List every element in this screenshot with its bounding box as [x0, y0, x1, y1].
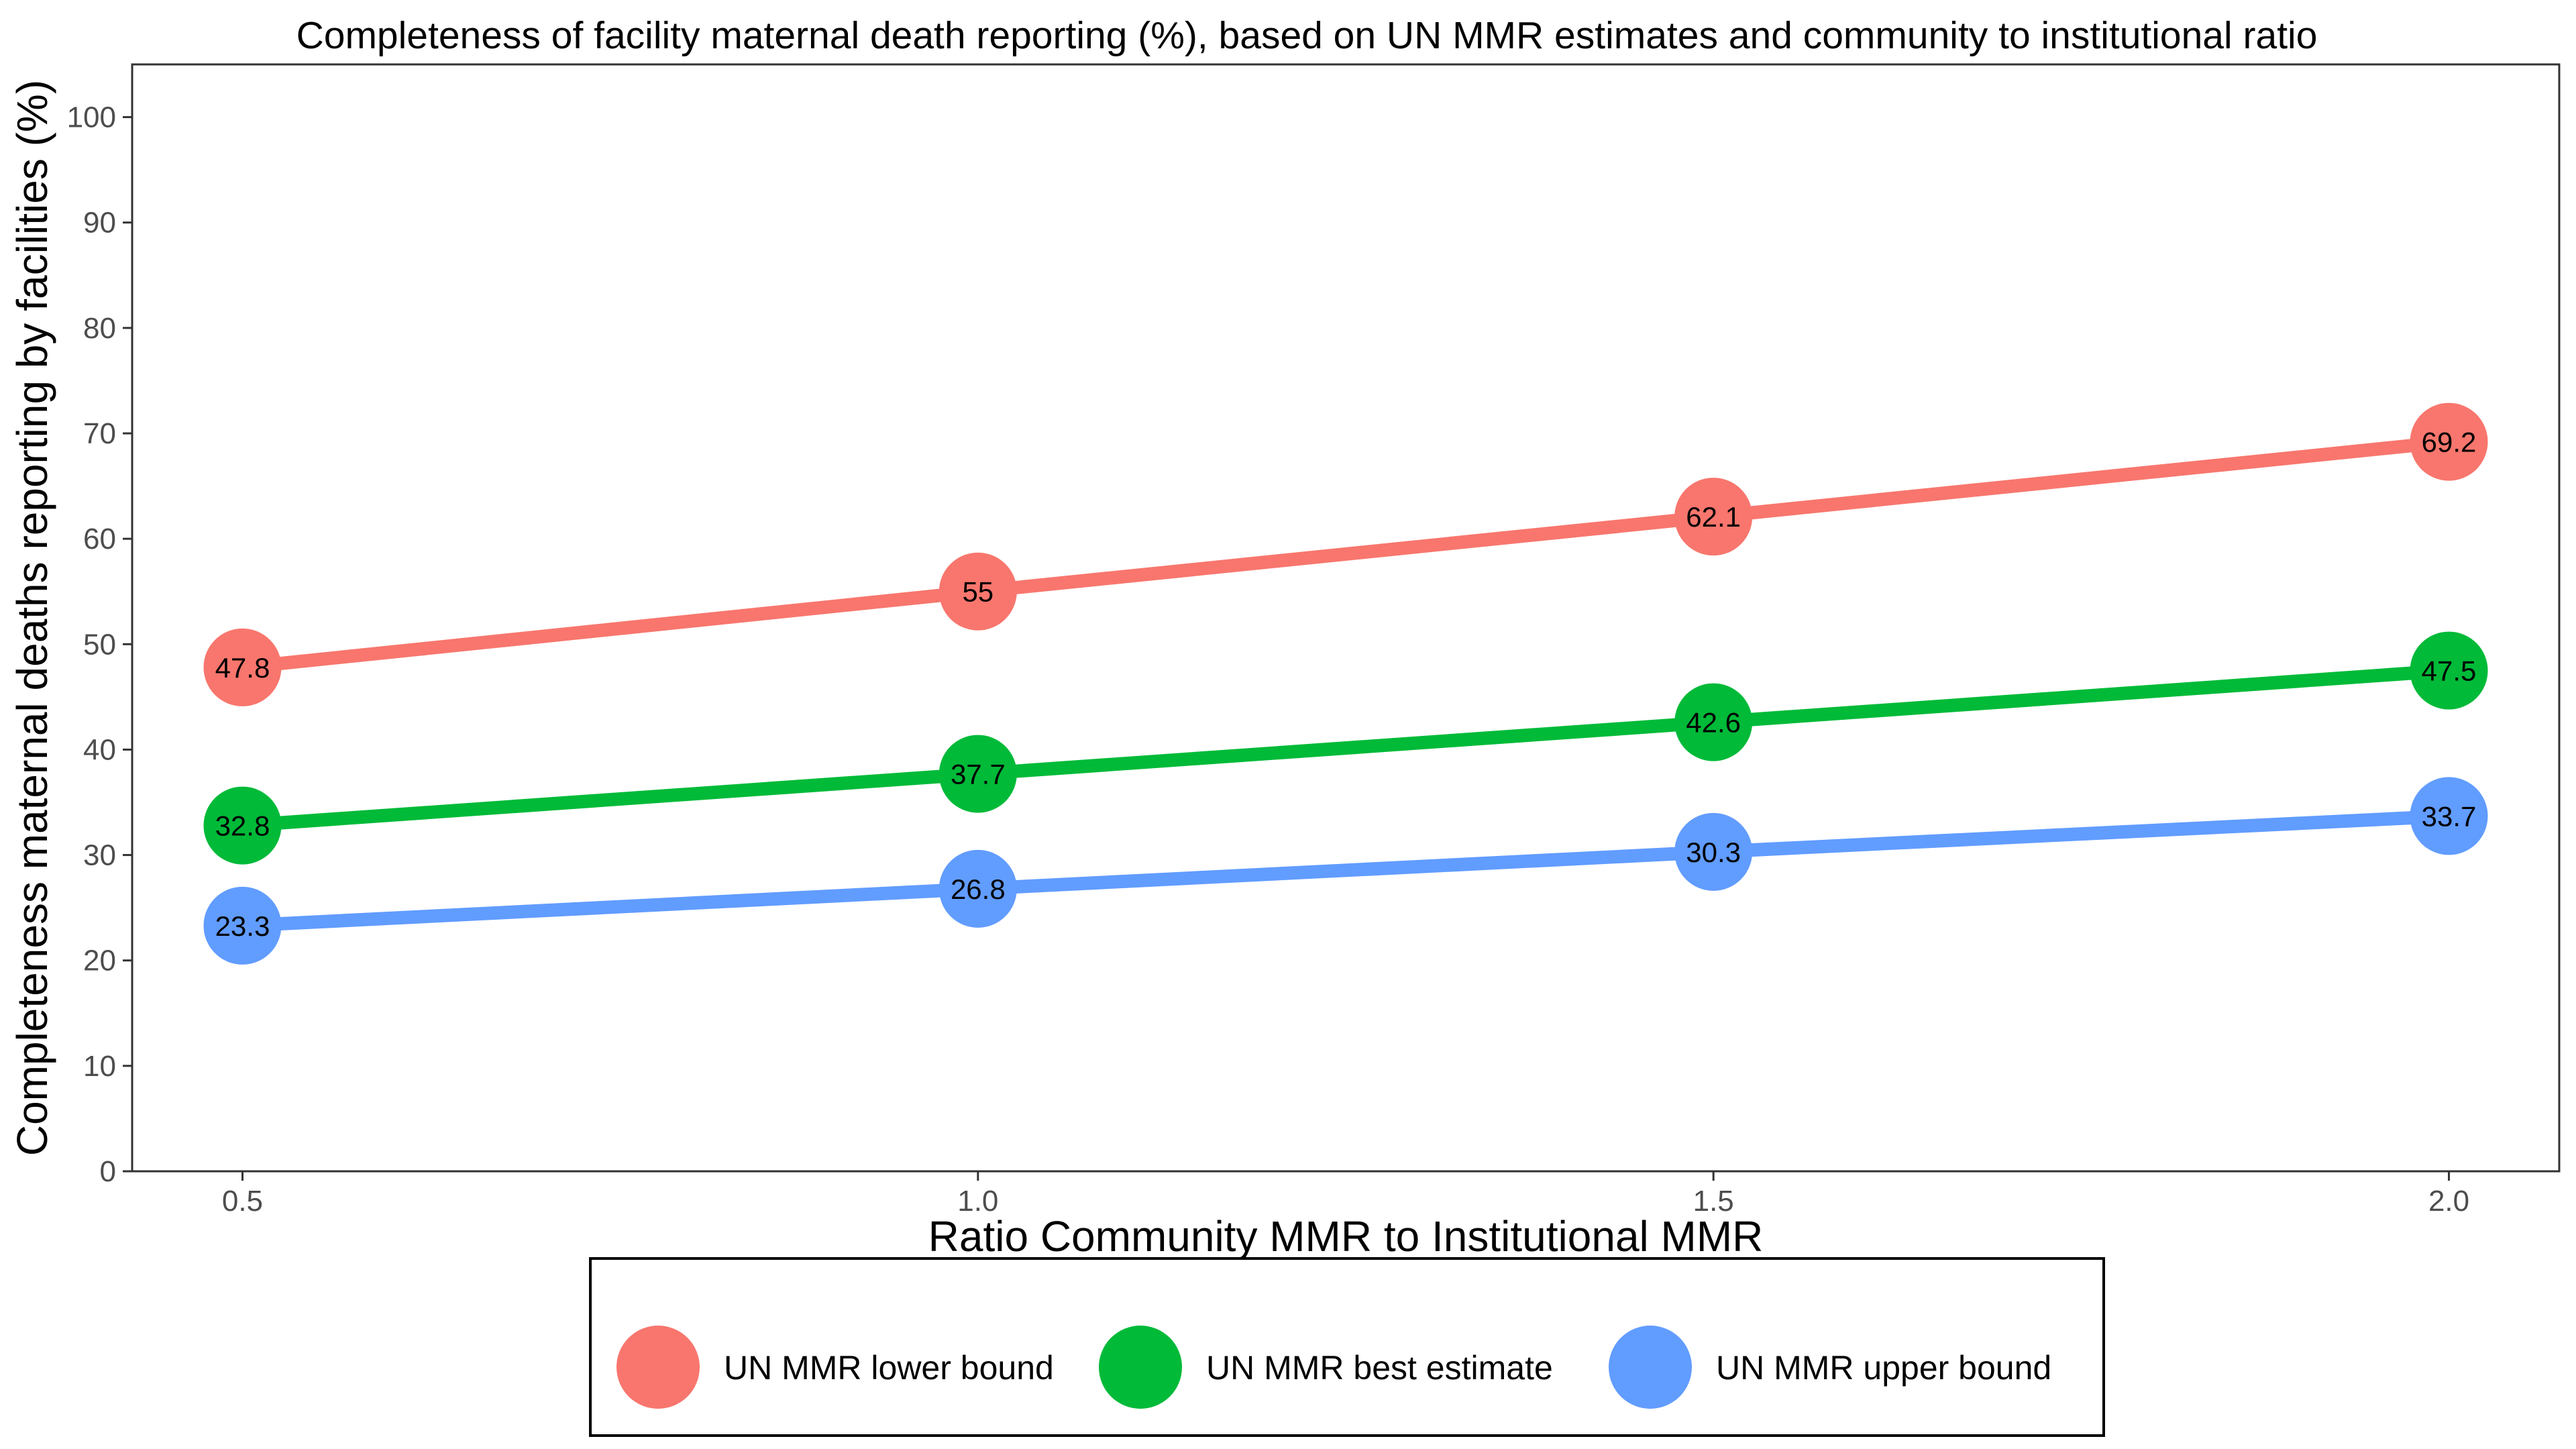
x-tick-label: 2.0 [2428, 1185, 2469, 1218]
data-label: 55 [962, 576, 994, 608]
y-tick-label: 30 [83, 839, 116, 872]
chart-title: Completeness of facility maternal death … [297, 14, 2318, 57]
x-axis: 0.5 1.0 1.5 2.0 [222, 1171, 2469, 1218]
y-tick-label: 10 [83, 1050, 116, 1083]
data-label: 47.8 [215, 652, 270, 684]
data-point [2410, 777, 2488, 855]
legend: UN MMR lower bound UN MMR best estimate UN… [589, 1257, 2105, 1437]
data-label: 37.7 [951, 759, 1006, 790]
data-point [938, 552, 1017, 631]
y-tick-label: 60 [83, 523, 116, 555]
x-axis-label: Ratio Community MMR to Institutional MMR [928, 1212, 1764, 1260]
series-line-2 [241, 809, 2450, 932]
data-point [938, 735, 1017, 813]
data-point [938, 849, 1017, 928]
y-tick-label: 80 [83, 312, 116, 345]
plot-panel-border [131, 63, 2561, 1173]
y-tick-label: 20 [83, 945, 116, 977]
legend-label: UN MMR best estimate [1206, 1349, 1553, 1387]
data-point [1674, 683, 1753, 761]
legend-label: UN MMR upper bound [1716, 1349, 2051, 1387]
y-tick-label: 70 [83, 417, 116, 450]
x-tick-label: 1.0 [957, 1185, 998, 1218]
data-label: 47.5 [2422, 655, 2477, 687]
data-point [2410, 631, 2488, 710]
y-tick-label: 100 [67, 101, 116, 134]
series-line-0 [241, 435, 2450, 674]
data-point [203, 886, 282, 965]
x-tick-label: 0.5 [222, 1185, 263, 1218]
data-label: 30.3 [1686, 837, 1741, 868]
data-point [1674, 812, 1753, 891]
data-label: 33.7 [2422, 800, 2477, 832]
legend-label: UN MMR lower bound [724, 1349, 1054, 1387]
data-point [2410, 402, 2488, 481]
legend-key [1609, 1326, 1692, 1409]
x-tick-label: 1.5 [1693, 1185, 1734, 1218]
y-tick-label: 40 [83, 733, 116, 766]
data-label: 62.1 [1686, 501, 1741, 533]
y-axis: 0 10 20 30 40 50 60 70 80 90 100 [67, 101, 132, 1188]
y-tick-label: 0 [100, 1155, 116, 1188]
data-label: 23.3 [215, 910, 270, 942]
data-point [203, 786, 282, 865]
legend-box [589, 1257, 2105, 1437]
data-label: 69.2 [2422, 427, 2477, 458]
legend-key [1099, 1326, 1182, 1409]
data-point [203, 628, 282, 706]
plot-area: 47.8 55 62.1 69.2 32.8 37.7 42.6 47.5 23.3 26.8 30… [203, 402, 2488, 965]
data-label: 26.8 [951, 873, 1006, 905]
y-tick-label: 50 [83, 628, 116, 661]
data-label: 42.6 [1686, 707, 1741, 739]
data-point [1674, 478, 1753, 556]
y-tick-label: 90 [83, 207, 116, 239]
data-label: 32.8 [215, 810, 270, 842]
y-axis-label: Completeness maternal deaths reporting b… [8, 80, 56, 1156]
series-line-1 [241, 663, 2450, 833]
legend-key [616, 1326, 700, 1409]
